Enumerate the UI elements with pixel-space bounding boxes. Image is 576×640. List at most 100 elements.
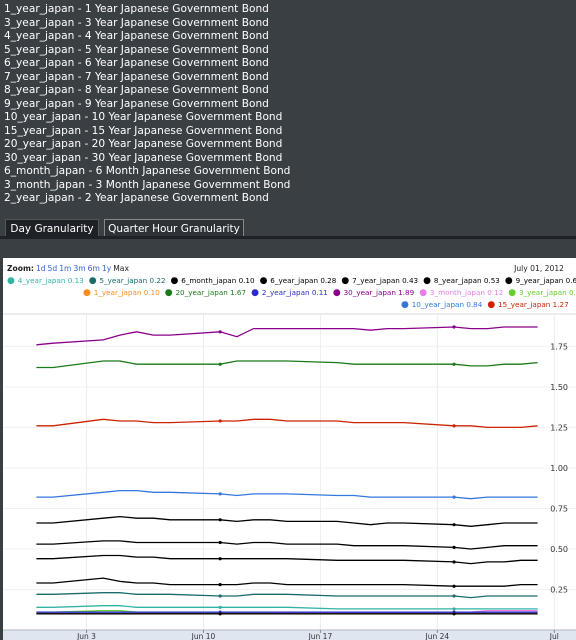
legend-item-9-year-japan[interactable]: ● 9_year_japan 0.67 <box>504 276 576 286</box>
bond-list-item: 2_year_japan - 2 Year Japanese Governmen… <box>4 192 269 204</box>
legend-marker-icon: ● <box>164 288 176 298</box>
date-label: July 01, 2012 <box>514 264 564 273</box>
legend-item-20-year-japan[interactable]: ● 20_year_japan 1.67 <box>164 288 247 298</box>
legend-value: 0.53 <box>483 276 500 285</box>
bond-list-item: 10_year_japan - 10 Year Japanese Governm… <box>4 111 283 123</box>
bond-list-item: 6_year_japan - 6 Year Japanese Governmen… <box>4 57 269 69</box>
chart-svg[interactable]: 0.25 0.50 0.75 1.00 1.25 1.50 1.75 Jun 3 Jun 10 J… <box>3 258 576 640</box>
legend-value: 1.67 <box>230 288 247 297</box>
legend-item-3-month-japan[interactable]: ● 3_month_japan 0.12 <box>419 288 504 298</box>
legend-marker-icon: ● <box>419 288 430 298</box>
legend-item-15-year-japan[interactable]: ● 15_year_japan 1.27 <box>487 300 569 310</box>
zoom-button-1y[interactable]: 1y <box>101 264 112 273</box>
legend-name: 4_year_japan <box>17 276 66 285</box>
legend-marker-icon: ● <box>251 288 262 298</box>
series-point-6-year-japan <box>218 583 222 587</box>
legend-name: 5_year_japan <box>99 276 148 285</box>
series-line-9-year-japan <box>36 515 538 527</box>
legend-name: 1_year_japan <box>93 288 142 297</box>
legend-value: 0.10 <box>238 276 255 285</box>
tab-quarter-hour-granularity[interactable]: Quarter Hour Granularity <box>104 219 244 237</box>
series-point-20-year-japan <box>218 362 222 366</box>
tab-day-granularity[interactable]: Day Granularity <box>5 219 99 237</box>
legend-marker-icon: ● <box>170 276 182 286</box>
series-point-15-year-japan <box>218 419 222 423</box>
legend-marker-icon: ● <box>487 300 499 310</box>
legend-marker-icon: ● <box>341 276 353 286</box>
legend-item-10-year-japan[interactable]: ● 10_year_japan 0.84 <box>401 300 483 310</box>
legend-item-3-year-japan[interactable]: ● 3_year_japan 0.11 <box>508 288 576 298</box>
legend-marker-icon: ● <box>508 288 519 298</box>
bond-list-item: 1_year_japan - 1 Year Japanese Governmen… <box>4 3 269 15</box>
series-point-20-year-japan <box>452 362 456 366</box>
x-tick-label: Jun 10 <box>191 632 216 640</box>
series-point-6-month-japan <box>218 612 222 616</box>
legend-item-7-year-japan[interactable]: ● 7_year_japan 0.43 <box>341 276 419 286</box>
legend-marker-icon: ● <box>504 276 516 286</box>
legend-item-5-year-japan[interactable]: ● 5_year_japan 0.22 <box>88 276 166 286</box>
x-tick-label: Jun 3 <box>76 632 96 640</box>
legend-name: 10_year_japan <box>411 300 465 309</box>
series-point-5-year-japan <box>218 594 222 598</box>
y-tick-label: 0.75 <box>550 504 568 513</box>
y-tick-label: 1.00 <box>550 464 568 473</box>
series-line-20-year-japan <box>36 360 538 369</box>
zoom-button-3m[interactable]: 3m <box>73 264 86 273</box>
zoom-button-5d[interactable]: 5d <box>47 264 58 273</box>
zoom-controls: Zoom: 1d 5d 1m 3m 6m 1y Max <box>7 264 129 273</box>
legend-value: 0.84 <box>466 300 483 309</box>
bond-list-item: 20_year_japan - 20 Year Japanese Governm… <box>4 138 283 150</box>
series-line-8-year-japan <box>36 540 538 550</box>
legend-name: 7_year_japan <box>352 276 400 285</box>
series-point-9-year-japan <box>452 523 456 527</box>
legend-name: 3_month_japan <box>429 288 485 297</box>
bond-list-item: 6_month_japan - 6 Month Japanese Governm… <box>4 165 291 177</box>
zoom-button-6m[interactable]: 6m <box>87 264 100 273</box>
series-point-15-year-japan <box>452 424 456 428</box>
legend-item-1-year-japan[interactable]: ● 1_year_japan 0.10 <box>83 288 160 298</box>
legend-value: 1.27 <box>552 300 569 309</box>
legend-name: 30_year_japan <box>343 288 396 297</box>
bond-list-item: 3_year_japan - 3 Year Japanese Governmen… <box>4 16 269 29</box>
y-tick-label: 1.50 <box>550 383 568 392</box>
legend-name: 6_month_japan <box>181 276 237 285</box>
series-line-10-year-japan <box>36 489 538 500</box>
series-point-6-month-japan <box>452 612 456 616</box>
legend-item-8-year-japan[interactable]: ● 8_year_japan 0.53 <box>423 276 500 286</box>
legend-value: 0.12 <box>487 288 504 297</box>
x-tick-label: Jul <box>549 632 559 640</box>
legend-item-30-year-japan[interactable]: ● 30_year_japan 1.89 <box>333 288 414 298</box>
legend-value: 0.11 <box>311 288 328 297</box>
series-point-9-year-japan <box>218 518 222 522</box>
legend-row: ● 1_year_japan 0.10 ● 20_year_japan 1.67 ●… <box>83 288 576 298</box>
legend-value: 0.13 <box>67 276 84 285</box>
zoom-button-max[interactable]: Max <box>113 264 129 273</box>
legend-marker-icon: ● <box>7 276 18 286</box>
legend-item-6-year-japan[interactable]: ● 6_year_japan 0.28 <box>260 276 337 286</box>
series-point-8-year-japan <box>452 545 456 549</box>
series-line-5-year-japan <box>36 592 538 599</box>
legend-marker-icon: ● <box>88 276 100 286</box>
series-point-4-year-japan <box>452 607 456 611</box>
y-tick-label: 0.25 <box>550 585 568 594</box>
zoom-button-1d[interactable]: 1d <box>35 264 46 273</box>
series-point-30-year-japan <box>452 325 456 329</box>
series-line-30-year-japan <box>36 326 538 346</box>
zoom-label: Zoom: <box>7 264 34 273</box>
legend-name: 6_year_japan <box>270 276 319 285</box>
legend-name: 15_year_japan <box>498 300 551 309</box>
bond-list-item: 5_year_japan - 5 Year Japanese Governmen… <box>4 43 269 56</box>
legend-item-4-year-japan[interactable]: ● 4_year_japan 0.13 <box>7 276 84 286</box>
zoom-button-1m[interactable]: 1m <box>59 264 72 273</box>
legend-row: ● 10_year_japan 0.84 ● 15_year_japan 1.27 <box>401 300 574 310</box>
legend-name: 8_year_japan <box>433 276 482 285</box>
series-point-7-year-japan <box>452 560 456 564</box>
legend-marker-icon: ● <box>423 276 434 286</box>
series-line-6-year-japan <box>36 577 538 587</box>
legend-name: 20_year_japan <box>175 288 228 297</box>
legend-item-6-month-japan[interactable]: ● 6_month_japan 0.10 <box>170 276 255 286</box>
legend-name: 9_year_japan <box>515 276 564 285</box>
series-point-4-year-japan <box>218 605 222 609</box>
legend-value: 0.43 <box>402 276 419 285</box>
legend-item-2-year-japan[interactable]: ● 2_year_japan 0.11 <box>251 288 328 298</box>
